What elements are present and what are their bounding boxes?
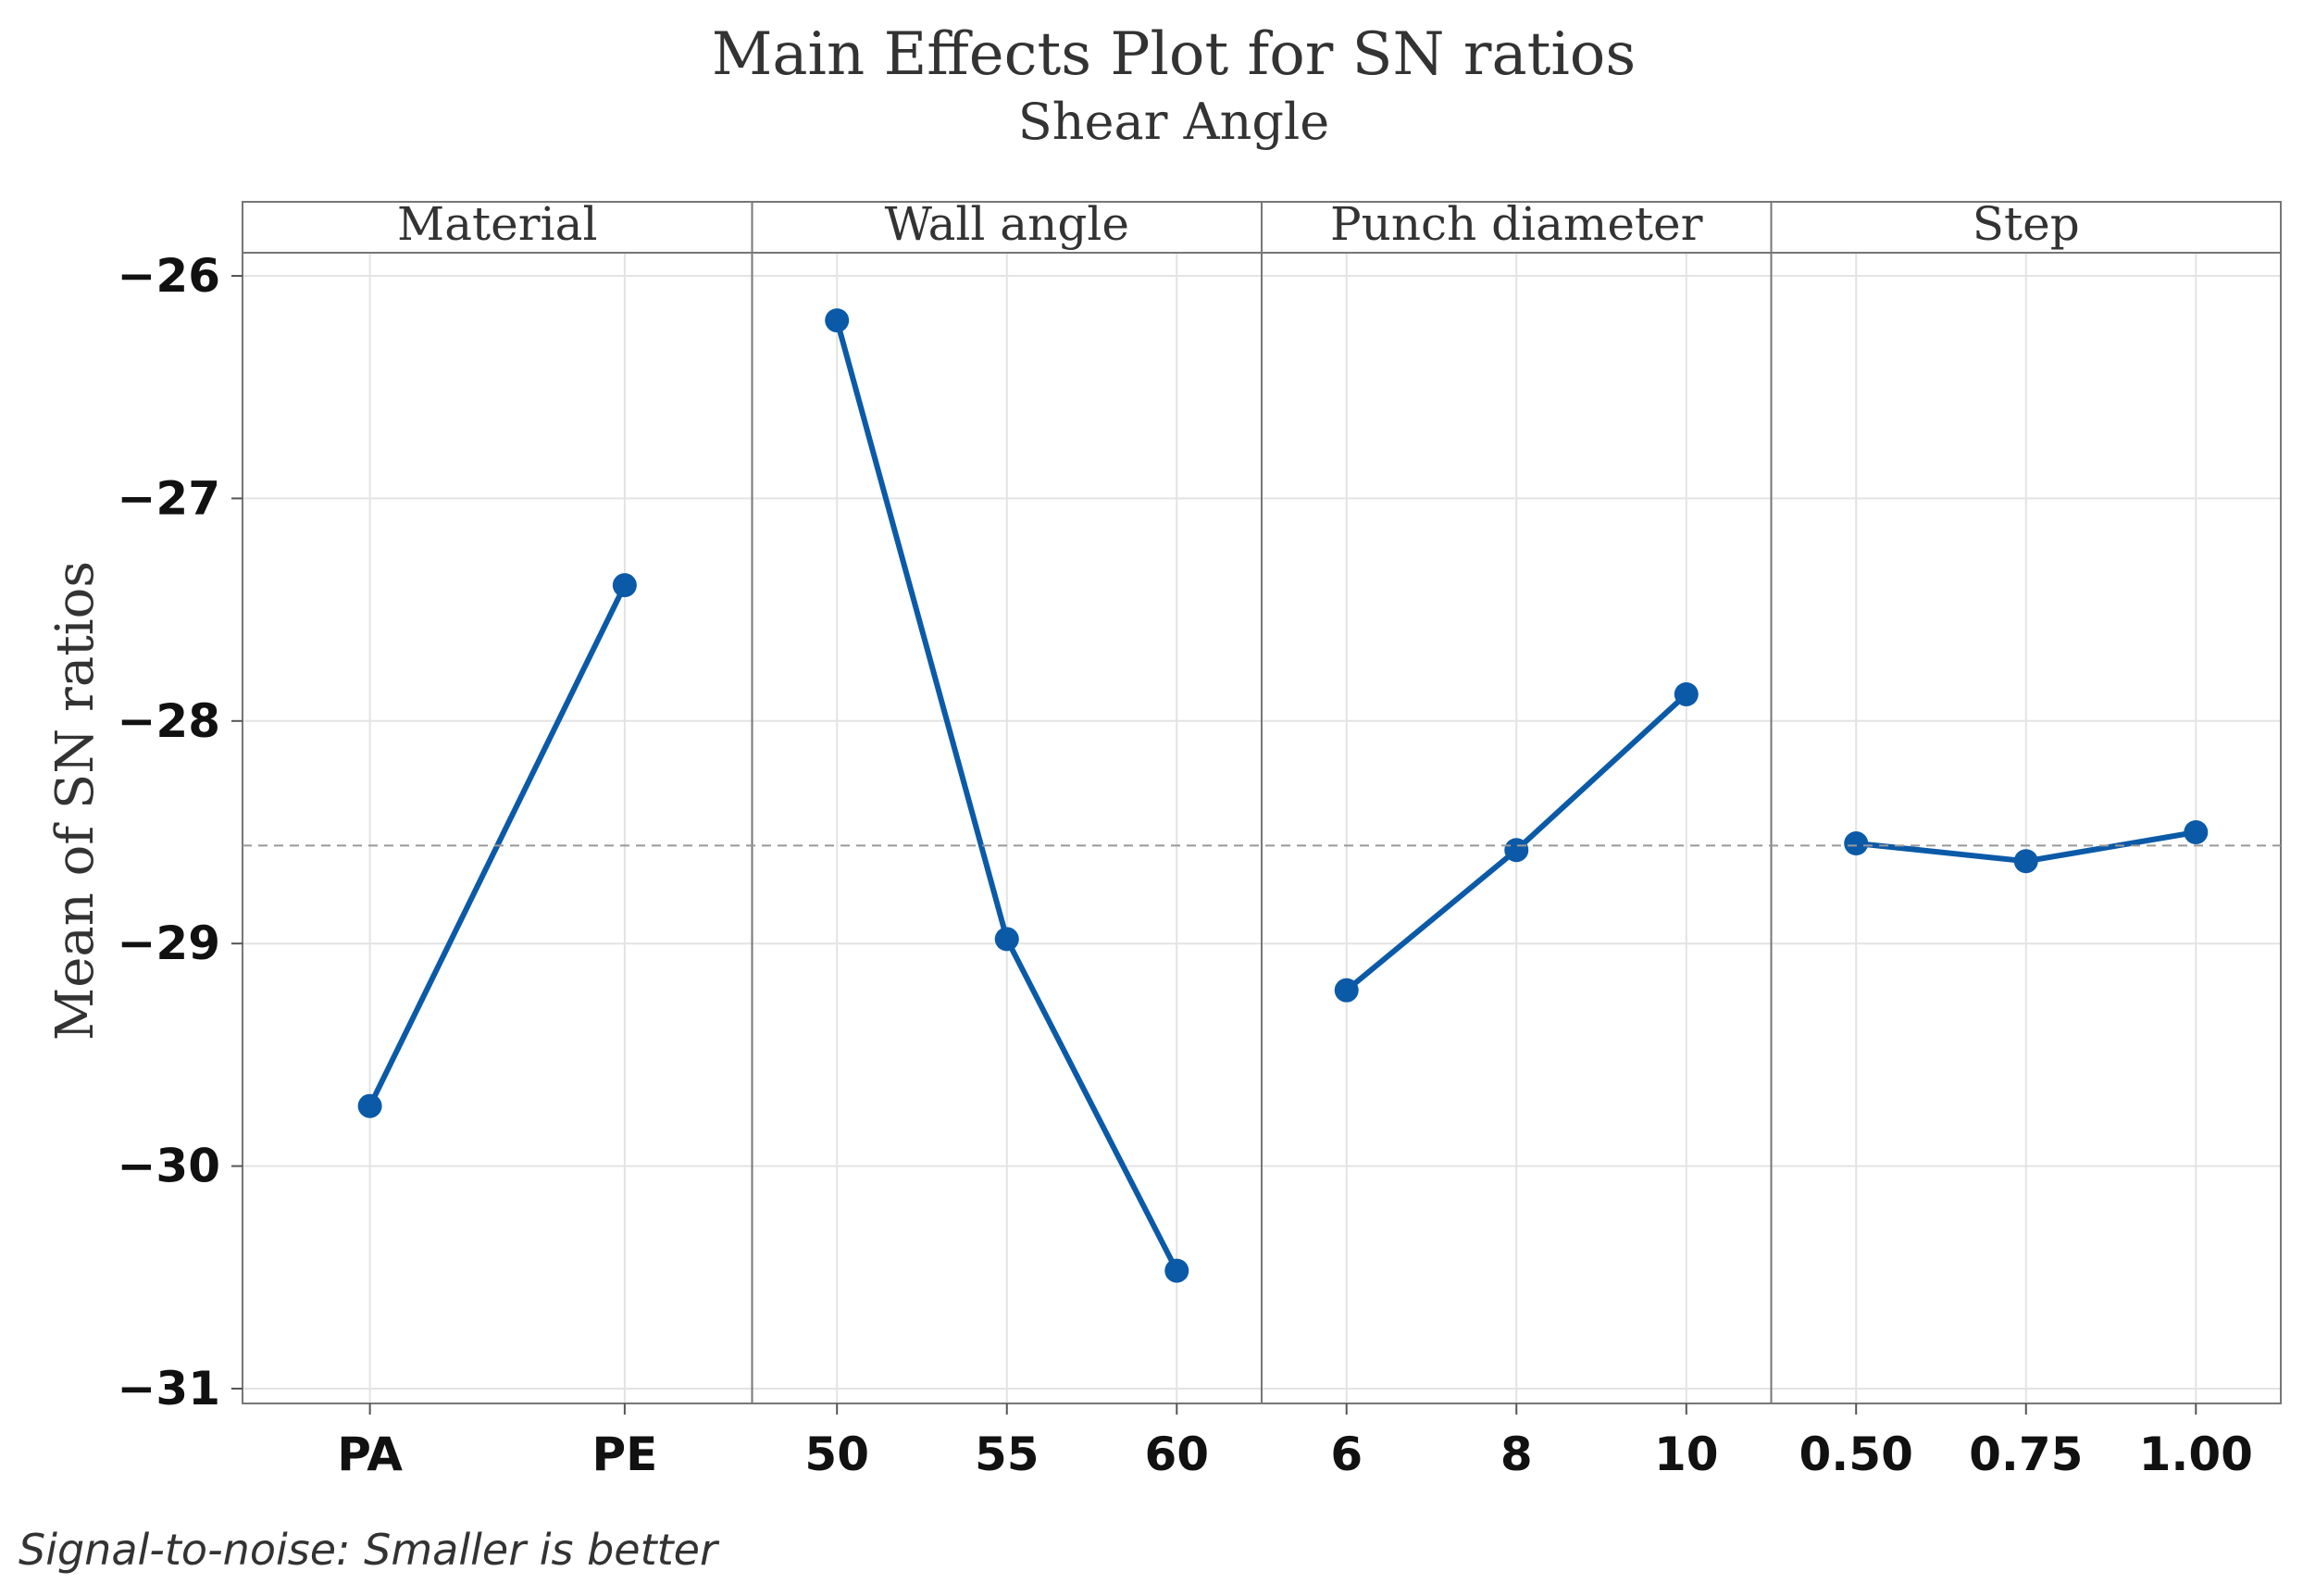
data-point [2184, 820, 2209, 844]
x-tick-label: PE [591, 1428, 657, 1481]
y-tick-label: −28 [118, 694, 220, 748]
panel-header [1261, 201, 1773, 254]
panel-label-step: Step [1973, 197, 2080, 251]
x-tick-label: 0.75 [1969, 1428, 2083, 1481]
y-tick-label: −26 [118, 249, 220, 303]
data-point [1334, 978, 1359, 1003]
x-tick-label: 0.50 [1799, 1428, 1913, 1481]
panel-label-wall-angle: Wall angle [885, 197, 1129, 251]
chart-subtitle: Shear Angle [1018, 93, 1329, 151]
x-tick-label: 55 [975, 1428, 1039, 1481]
plot-area: Material PA PE Wall angle 50 55 60 Punch diamet… [118, 197, 2282, 1481]
panel-header [751, 201, 1263, 254]
panel-header [242, 201, 753, 254]
data-point [2013, 849, 2038, 874]
y-tick-label: −31 [118, 1362, 220, 1415]
footnote: Signal-to-noise: Smaller is better [19, 1525, 720, 1575]
x-tick-label: PA [337, 1428, 403, 1481]
panel-label-punch-diameter: Punch diameter [1330, 197, 1703, 251]
x-tick-label: 8 [1500, 1428, 1533, 1481]
data-point [825, 308, 850, 333]
y-axis-label: Mean of SN ratios [45, 561, 106, 1041]
x-tick-label: 6 [1330, 1428, 1363, 1481]
y-tick-label: −29 [118, 916, 220, 970]
x-tick-label: 50 [804, 1428, 869, 1481]
data-point [1164, 1258, 1189, 1283]
data-point [357, 1093, 382, 1118]
data-point [1504, 838, 1529, 863]
data-point [1844, 831, 1869, 856]
data-point [1674, 681, 1699, 706]
x-tick-label: 1.00 [2139, 1428, 2253, 1481]
y-tick-label: −27 [118, 471, 220, 525]
panel-label-material: Material [397, 197, 597, 251]
panel-header [1770, 201, 2282, 254]
x-tick-label: 10 [1654, 1428, 1719, 1481]
data-point [612, 573, 637, 598]
x-tick-label: 60 [1144, 1428, 1209, 1481]
chart-title: Main Effects Plot for SN ratios [712, 20, 1636, 89]
panel-frame [242, 252, 753, 1404]
data-point [994, 927, 1019, 952]
y-tick-label: −30 [118, 1140, 220, 1193]
